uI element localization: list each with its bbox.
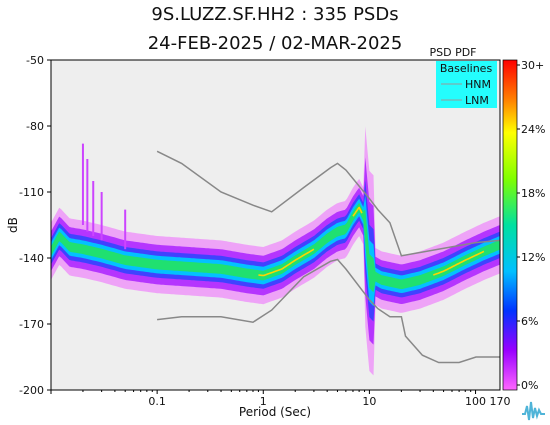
colorbar-title: PSD PDF [429, 46, 476, 59]
lnm-line [157, 258, 500, 364]
y-tick-label: -50 [26, 54, 44, 67]
x-tick-label: 170 [490, 395, 511, 408]
colorbar-tick-label: 6% [521, 315, 538, 328]
plot-frame [50, 59, 501, 391]
x-tick-label: 1 [260, 395, 267, 408]
density-band [51, 157, 500, 345]
hnm-line [156, 150, 500, 257]
legend-lnm-label: LNM [465, 94, 489, 107]
colorbar-ticks: 30+ 24% 18% 12% 6% 0% [517, 59, 545, 392]
x-tick-label: 100 [465, 395, 486, 408]
legend-hnm-label: HNM [465, 78, 491, 91]
noise-model-lines [156, 150, 500, 364]
colorbar-tick-label: 0% [521, 379, 538, 392]
waveform-logo-icon [519, 394, 549, 424]
psd-density-heatmap [51, 126, 500, 376]
colorbar-tick-label: 18% [521, 187, 545, 200]
y-tick-label: -110 [19, 186, 44, 199]
x-axis-label: Period (Sec) [239, 405, 311, 419]
y-tick-label: -80 [26, 120, 44, 133]
x-tick-label: 0.1 [148, 395, 166, 408]
colorbar-tick-label: 24% [521, 123, 545, 136]
legend: Baselines HNM LNM [436, 61, 497, 108]
x-tick-label: 10 [362, 395, 376, 408]
y-axis-label: dB [6, 217, 20, 233]
density-band [51, 202, 500, 293]
density-core [352, 206, 363, 217]
legend-title: Baselines [440, 62, 493, 75]
x-axis: 0.1 1 10 100 170 [50, 390, 511, 408]
colorbar-tick-label: 12% [521, 251, 545, 264]
y-tick-label: -200 [19, 384, 44, 397]
y-tick-label: -170 [19, 318, 44, 331]
colorbar-tick-label: 30+ [521, 59, 544, 72]
chart-subtitle: 24-FEB-2025 / 02-MAR-2025 [147, 33, 403, 54]
density-band [51, 126, 500, 376]
y-axis: -50 -80 -110 -140 -170 -200 [19, 54, 51, 397]
chart-title: 9S.LUZZ.SF.HH2 : 335 PSDs [151, 4, 399, 25]
y-tick-label: -140 [19, 252, 44, 265]
plot-area [51, 60, 500, 390]
density-core [433, 250, 485, 276]
density-core [258, 248, 315, 277]
colorbar [502, 59, 518, 391]
